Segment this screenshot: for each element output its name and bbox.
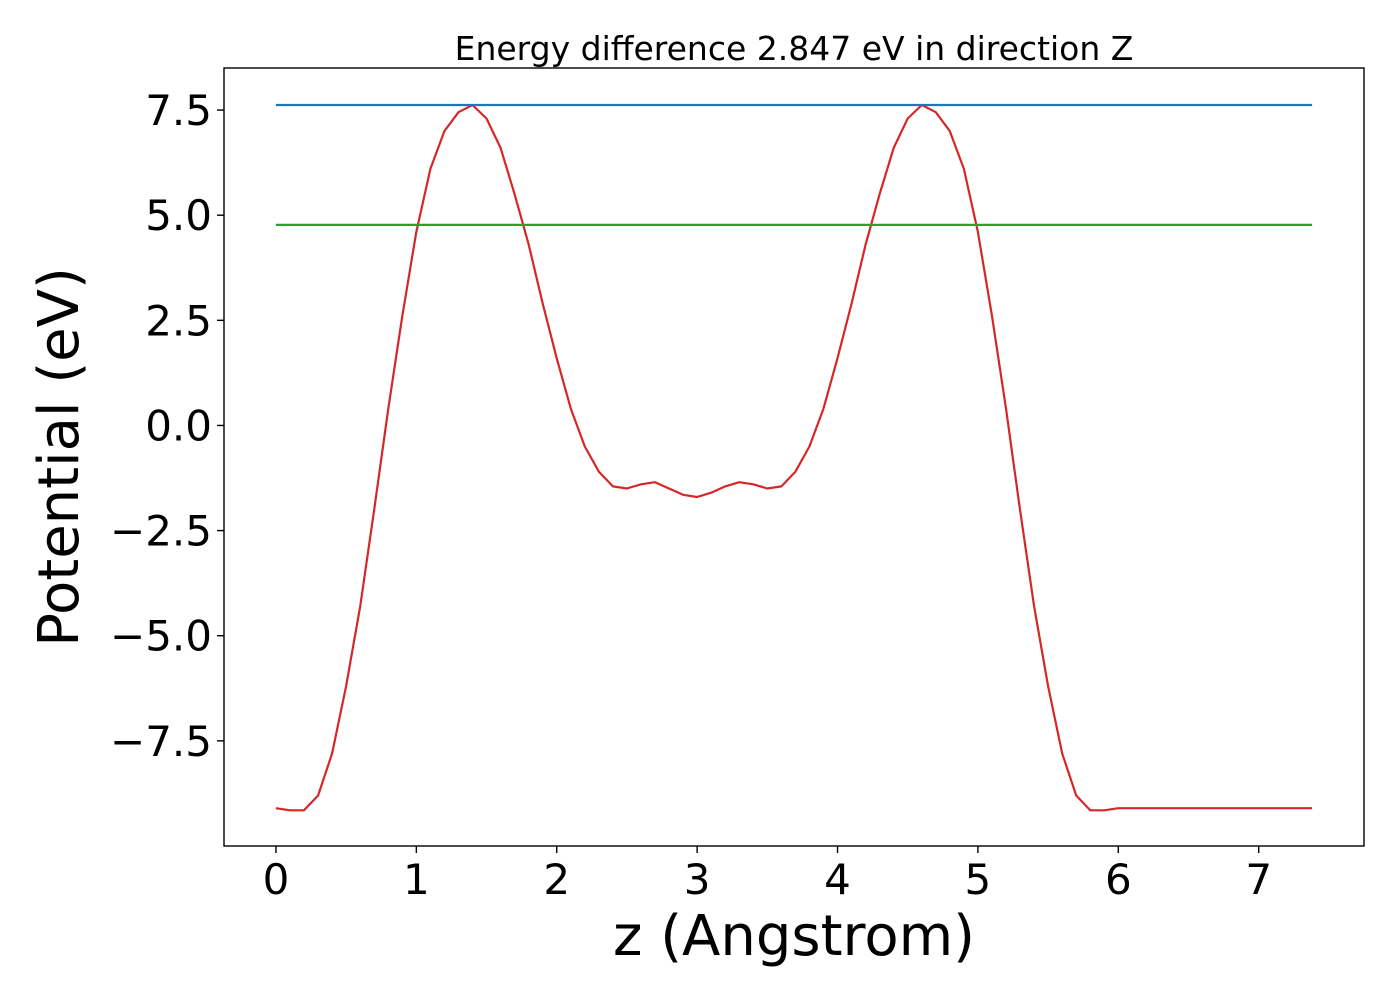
x-tick-label: 0 bbox=[263, 855, 290, 904]
y-tick-label: 7.5 bbox=[145, 86, 212, 135]
y-axis-ticks: 7.5 5.0 2.5 0.0 −2.5 −5.0 −7.5 bbox=[110, 86, 224, 766]
y-tick-label: −2.5 bbox=[110, 507, 212, 556]
plot-area bbox=[223, 67, 1365, 847]
x-tick-label: 1 bbox=[403, 855, 430, 904]
x-tick-label: 3 bbox=[684, 855, 711, 904]
x-axis-label: z (Angstrom) bbox=[613, 904, 975, 969]
x-tick-label: 5 bbox=[965, 855, 992, 904]
y-tick-label: 0.0 bbox=[145, 401, 212, 450]
x-tick-label: 7 bbox=[1245, 855, 1272, 904]
y-tick-label: 2.5 bbox=[145, 296, 212, 345]
series-line-0 bbox=[275, 103, 1313, 812]
y-tick-label: −7.5 bbox=[110, 717, 212, 766]
x-axis-ticks: 0 1 2 3 4 5 6 7 bbox=[263, 846, 1272, 904]
y-axis-label: Potential (eV) bbox=[27, 267, 92, 647]
chart-title: Energy difference 2.847 eV in direction … bbox=[455, 29, 1134, 68]
x-tick-label: 6 bbox=[1105, 855, 1132, 904]
x-tick-label: 4 bbox=[824, 855, 851, 904]
y-tick-label: −5.0 bbox=[110, 612, 212, 661]
x-tick-label: 2 bbox=[543, 855, 570, 904]
y-tick-label: 5.0 bbox=[145, 191, 212, 240]
series-layer bbox=[275, 103, 1313, 812]
